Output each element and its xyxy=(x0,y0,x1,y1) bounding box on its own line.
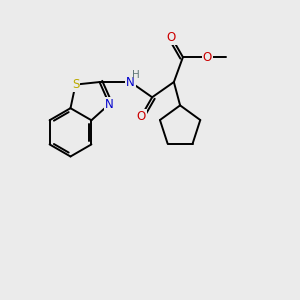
Text: O: O xyxy=(202,51,212,64)
Text: N: N xyxy=(105,98,114,111)
Text: S: S xyxy=(72,78,79,91)
Text: H: H xyxy=(132,70,139,80)
Text: O: O xyxy=(136,110,146,123)
Text: N: N xyxy=(126,76,135,88)
Text: O: O xyxy=(167,31,176,44)
